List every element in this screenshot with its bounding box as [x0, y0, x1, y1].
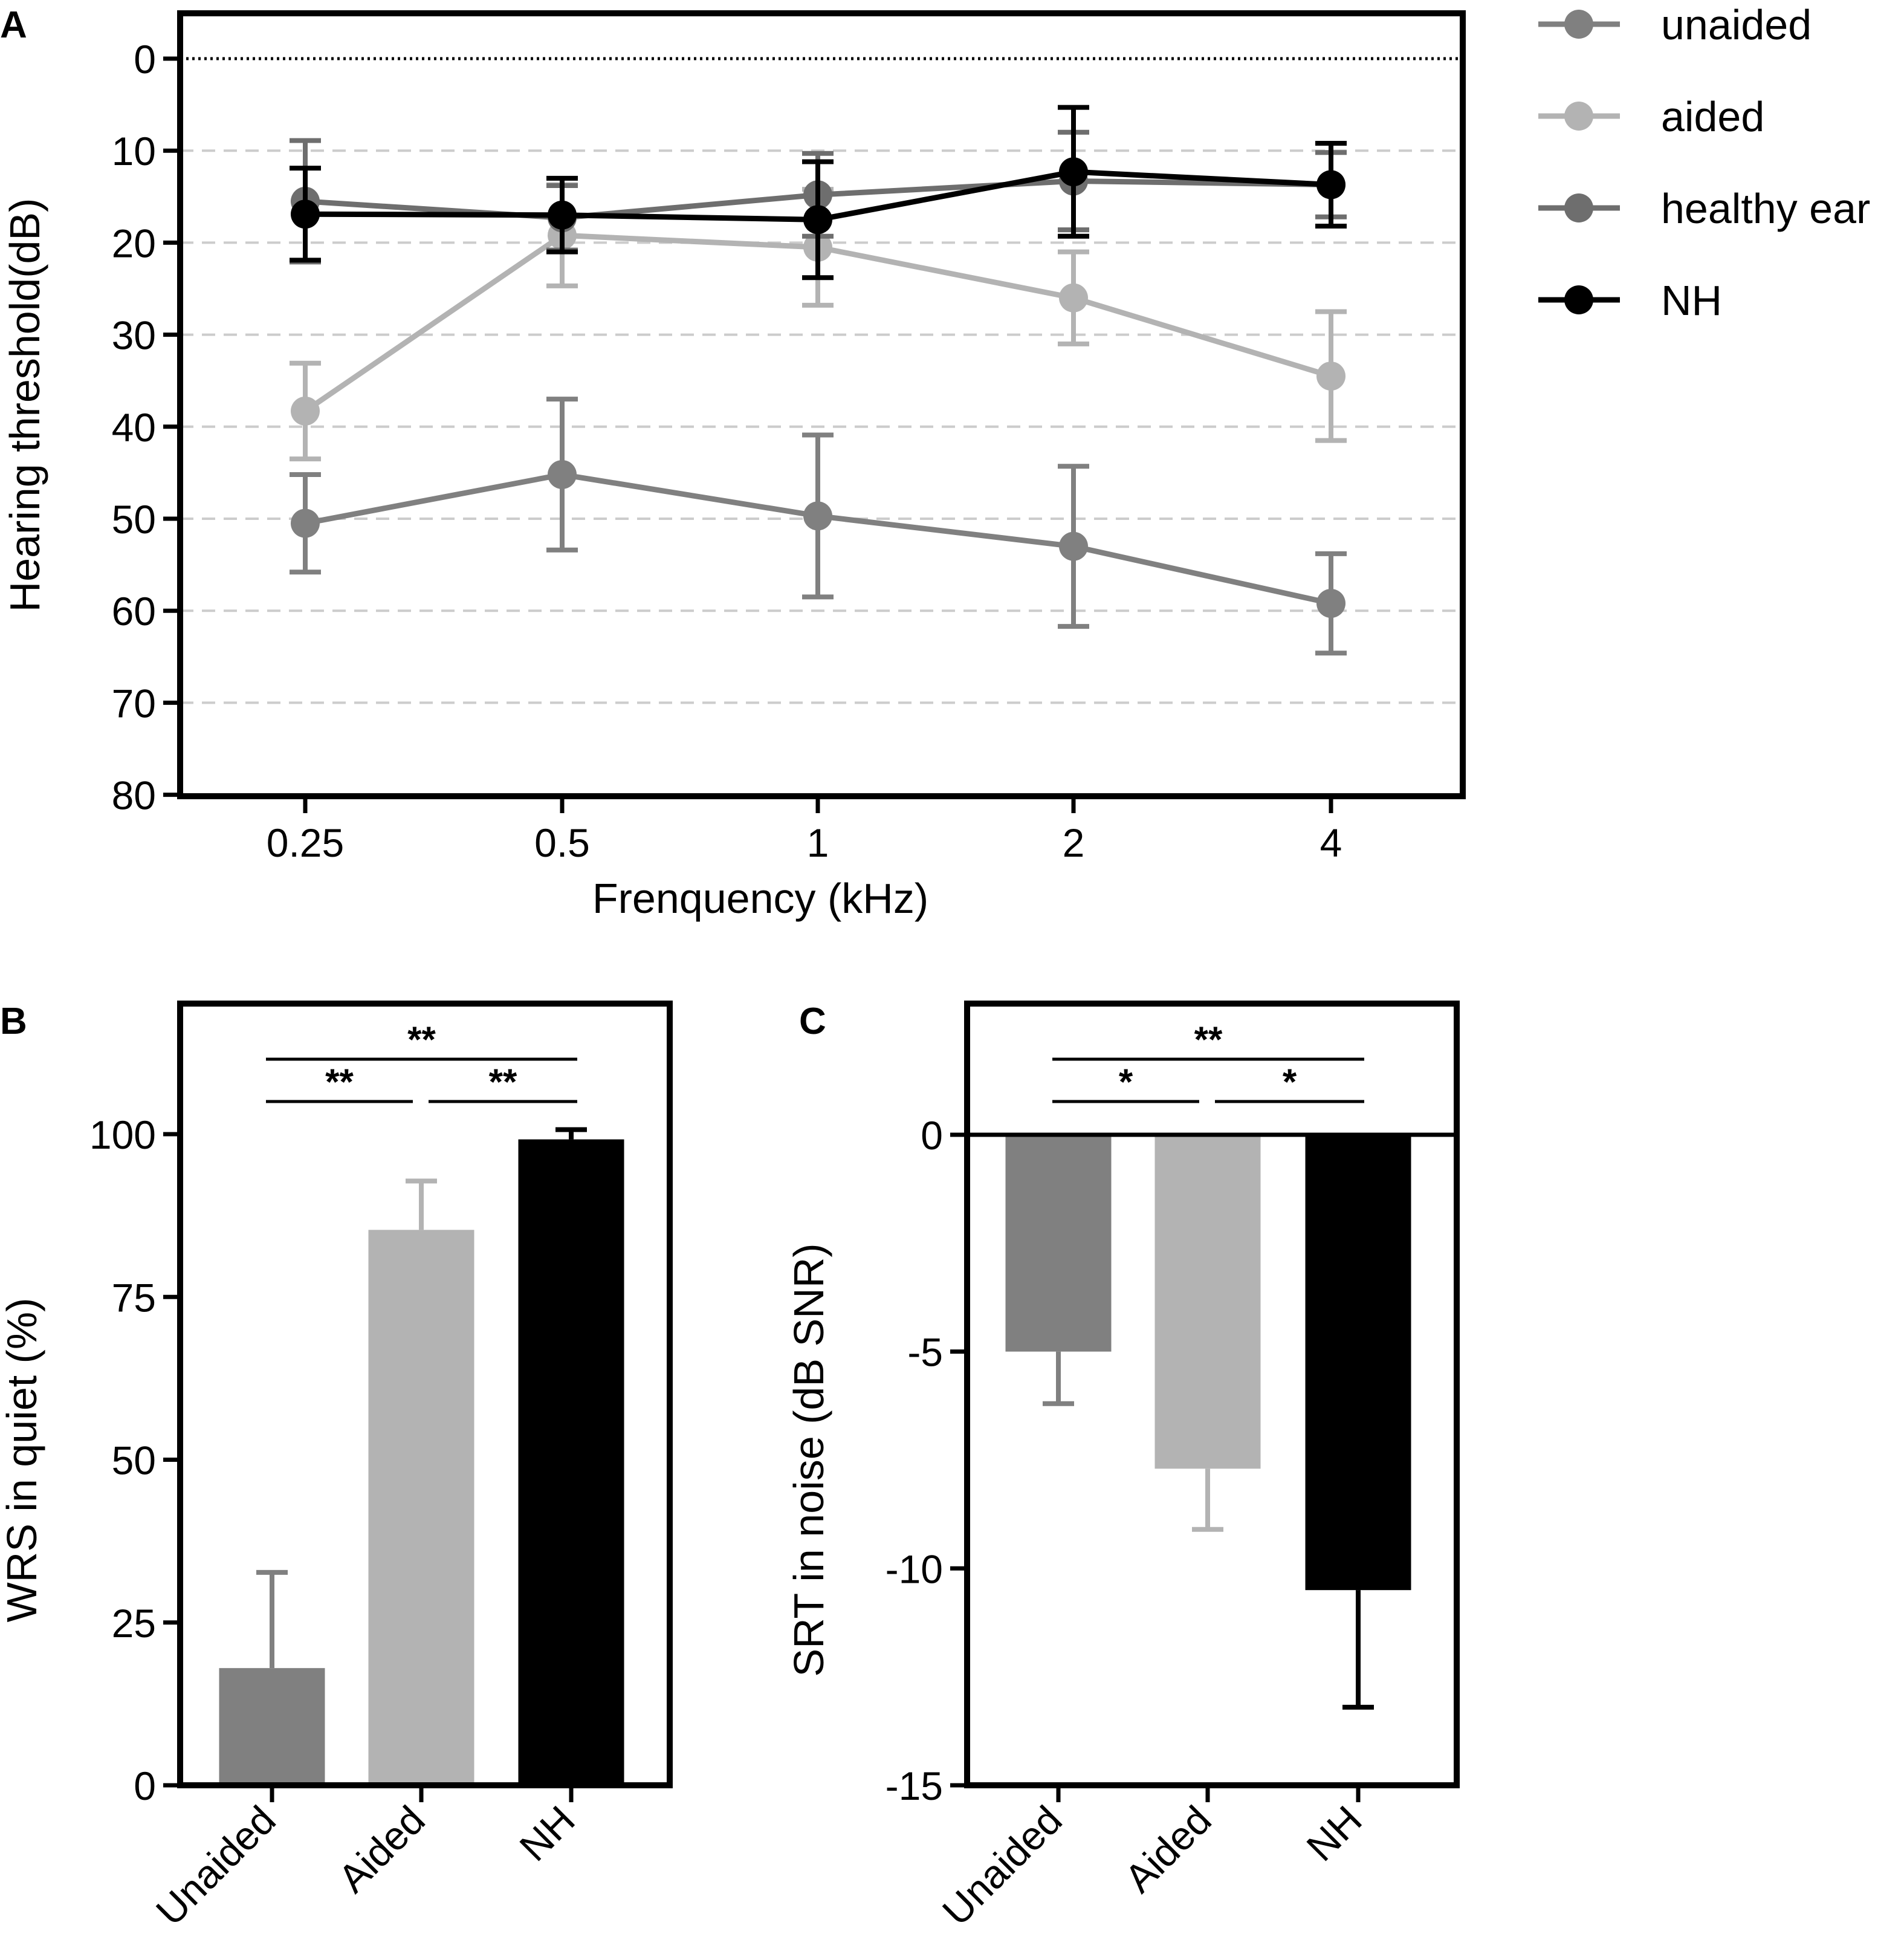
x-tick-label: 0.25 — [267, 820, 344, 865]
significance-label: ** — [489, 1062, 517, 1102]
bar-aided — [368, 1230, 474, 1785]
panel-a-legend: unaided aided healthy ear NH — [1538, 1, 1870, 324]
data-point — [1059, 283, 1088, 313]
panel-a-series — [290, 105, 1347, 656]
y-tick-label: 20 — [112, 221, 156, 265]
bar-unaided — [1005, 1135, 1112, 1352]
data-point — [1059, 157, 1088, 187]
y-tick-label: 80 — [112, 773, 156, 818]
x-tick-label: 4 — [1320, 820, 1342, 865]
x-tick-label: Unaided — [147, 1797, 284, 1934]
data-point — [803, 205, 832, 235]
panel-a-letter: A — [0, 4, 27, 46]
y-tick-label: 50 — [112, 497, 156, 542]
y-tick-label: 10 — [112, 129, 156, 174]
bar-nh — [518, 1139, 624, 1785]
legend-marker-aided — [1564, 102, 1593, 131]
legend-marker-nh — [1564, 285, 1593, 314]
significance-label: * — [1119, 1062, 1133, 1102]
y-tick-label: 0 — [134, 1764, 156, 1808]
x-tick-label: NH — [1298, 1797, 1370, 1870]
significance-label: * — [1283, 1062, 1297, 1102]
legend-marker-unaided — [1564, 10, 1593, 39]
significance-label: ** — [1194, 1019, 1223, 1060]
legend-label-nh: NH — [1661, 277, 1722, 324]
x-tick-label: 1 — [807, 820, 829, 865]
series-nh — [290, 105, 1347, 281]
x-tick-label: NH — [511, 1797, 583, 1870]
panel-a-axes: 0 10 20 30 40 50 60 70 80 0.25 0.5 1 2 4 — [112, 37, 1342, 865]
significance-label: ** — [407, 1019, 436, 1060]
data-point — [548, 200, 577, 230]
y-tick-label: 25 — [112, 1601, 156, 1646]
data-point — [291, 508, 320, 538]
panel-b-bar-chart: B 0 25 50 75 100 Unaided Aided NH ** ** ** WRS in … — [0, 1001, 673, 1934]
x-tick-label: Unaided — [934, 1797, 1070, 1934]
data-point — [1316, 362, 1345, 391]
panel-c-y-axis-title: SRT in noise (dB SNR) — [785, 1243, 832, 1676]
panel-a-y-axis-title: Hearing threshold(dB) — [1, 198, 48, 612]
x-tick-label: Aided — [329, 1797, 433, 1901]
bar-unaided — [219, 1668, 325, 1785]
panel-a-line-chart: A 0 10 20 30 40 50 60 70 80 0.25 0.5 1 2 4 Frenquency… — [0, 1, 1870, 922]
panel-c-letter: C — [799, 1001, 826, 1042]
y-tick-label: 0 — [134, 37, 156, 82]
y-tick-label: 40 — [112, 405, 156, 450]
x-tick-label: Aided — [1116, 1797, 1220, 1901]
y-tick-label: 70 — [112, 681, 156, 725]
bar-nh — [1305, 1135, 1411, 1591]
y-tick-label: 60 — [112, 589, 156, 634]
data-point — [291, 396, 320, 426]
legend-marker-healthy_ear — [1564, 193, 1593, 222]
x-tick-label: 0.5 — [534, 820, 590, 865]
legend-label-healthy_ear: healthy ear — [1661, 185, 1870, 232]
series-unaided — [290, 397, 1347, 656]
y-tick-label: 75 — [112, 1275, 156, 1320]
panel-a-gridlines — [180, 57, 1463, 704]
significance-label: ** — [325, 1062, 354, 1102]
panel-b-letter: B — [0, 1001, 27, 1042]
legend-label-aided: aided — [1661, 93, 1764, 140]
plot-frame — [964, 1001, 1460, 1788]
y-tick-label: 30 — [112, 313, 156, 358]
panel-c-bars — [1005, 1135, 1411, 1710]
plot-frame — [177, 1001, 673, 1788]
y-tick-label: 100 — [89, 1112, 156, 1157]
bar-aided — [1154, 1135, 1261, 1469]
panel-b-bars — [219, 1127, 624, 1785]
panel-a-x-axis-title: Frenquency (kHz) — [592, 875, 928, 922]
y-tick-label: -15 — [886, 1764, 943, 1808]
data-point — [291, 200, 320, 229]
data-point — [1316, 589, 1345, 618]
data-point — [803, 501, 832, 531]
y-tick-label: 0 — [921, 1113, 943, 1158]
panel-b-y-axis-title: WRS in quiet (%) — [0, 1298, 45, 1623]
y-tick-label: 50 — [112, 1438, 156, 1483]
y-tick-label: -10 — [886, 1546, 943, 1591]
data-point — [1059, 531, 1088, 561]
x-tick-label: 2 — [1063, 820, 1085, 865]
data-point — [1316, 170, 1345, 200]
panel-a-plot-frame — [177, 10, 1466, 799]
y-tick-label: -5 — [907, 1330, 943, 1375]
legend-label-unaided: unaided — [1661, 1, 1812, 48]
data-point — [548, 459, 577, 489]
